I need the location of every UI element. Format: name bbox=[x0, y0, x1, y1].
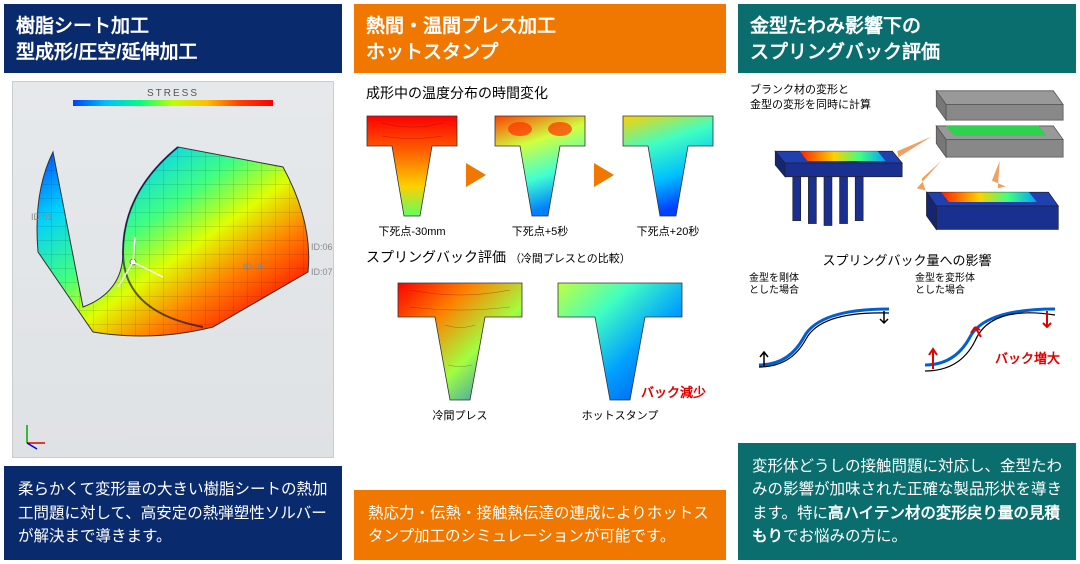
footer-tail: でお悩みの方に。 bbox=[783, 528, 907, 545]
card3-header-line1: 金型たわみ影響下の bbox=[750, 14, 1064, 40]
frame-row: 下死点-30mm 下死点+5秒 bbox=[362, 111, 718, 239]
text-line: 金型を剛体 bbox=[749, 273, 799, 284]
card1-footer: 柔らかくて変形量の大きい樹脂シートの熱加工問題に対して、高安定の熱弾塑性ソルバー… bbox=[4, 466, 342, 560]
s-curve-icon bbox=[749, 297, 899, 377]
card2-footer: 熱応力・伝熱・接触熱伝達の連成によりホットスタンプ加工のシミュレーションが可能で… bbox=[354, 490, 726, 561]
frame-caption: 下死点+20秒 bbox=[618, 223, 718, 239]
card2-header-line1: 熱間・温間プレス加工 bbox=[366, 14, 714, 40]
frame-caption: 下死点+5秒 bbox=[490, 223, 590, 239]
card3-footer: 変形体どうしの接触問題に対応し、金型たわみの影響が加味された正確な製品形状を導き… bbox=[738, 443, 1076, 560]
section1-title: 成形中の温度分布の時間変化 bbox=[362, 81, 718, 105]
card2-header: 熱間・温間プレス加工 ホットスタンプ bbox=[354, 4, 726, 73]
card1-figure: STRESS bbox=[12, 81, 334, 458]
card-die-deflection: 金型たわみ影響下の スプリングバック評価 ブランク材の変形と 金型の変形を同時に… bbox=[738, 4, 1076, 560]
colorbar bbox=[73, 100, 273, 106]
frame-2: 下死点+5秒 bbox=[490, 111, 590, 239]
card-hot-stamp: 熱間・温間プレス加工 ホットスタンプ 成形中の温度分布の時間変化 下死点-30m… bbox=[354, 4, 726, 560]
curve-caption: 金型を剛体 とした場合 bbox=[749, 273, 899, 297]
id-label: ID:07 bbox=[311, 267, 333, 277]
stress-label: STRESS bbox=[147, 88, 199, 99]
section2-title-text: スプリングバック評価 bbox=[366, 249, 506, 265]
compare-caption: ホットスタンプ bbox=[550, 407, 690, 423]
frame-1: 下死点-30mm bbox=[362, 111, 462, 239]
text-line: 金型を変形体 bbox=[915, 273, 975, 284]
axis-gizmo-icon bbox=[19, 421, 49, 451]
card3-header-line2: スプリングバック評価 bbox=[750, 40, 1064, 66]
text-line: とした場合 bbox=[749, 285, 799, 296]
tbracket-icon bbox=[618, 111, 718, 221]
card2-body: 成形中の温度分布の時間変化 下死点-30mm bbox=[354, 73, 726, 489]
card1-header-line2: 型成形/圧空/延伸加工 bbox=[16, 40, 330, 66]
tbracket-icon bbox=[490, 111, 590, 221]
card3-header: 金型たわみ影響下の スプリングバック評価 bbox=[738, 4, 1076, 73]
red-note: バック増大 bbox=[995, 348, 1060, 367]
frame-3: 下死点+20秒 bbox=[618, 111, 718, 239]
compare-cold: 冷間プレス bbox=[390, 275, 530, 423]
id-label: ID:01 bbox=[31, 212, 53, 222]
bent-mesh-icon bbox=[23, 142, 323, 352]
card1-body: STRESS bbox=[4, 73, 342, 466]
card-container: 樹脂シート加工 型成形/圧空/延伸加工 STRESS bbox=[0, 0, 1080, 564]
card2-header-line2: ホットスタンプ bbox=[366, 40, 714, 66]
curve-caption: 金型を変形体 とした場合 bbox=[915, 273, 1065, 297]
arrow-icon bbox=[594, 163, 614, 187]
text-line: とした場合 bbox=[915, 285, 965, 296]
red-note: バック減少 bbox=[641, 382, 706, 401]
compare-row: 冷間プレス ホットスタンプ バック減少 bbox=[362, 275, 718, 423]
card1-header-line1: 樹脂シート加工 bbox=[16, 14, 330, 40]
section2-sub: （冷間プレスとの比較） bbox=[510, 253, 631, 265]
card3-bot-figure: スプリングバック量への影響 金型を剛体 とした場合 bbox=[746, 250, 1068, 365]
exploded-die-icon bbox=[746, 81, 1068, 246]
id-label: ID:05 bbox=[243, 262, 265, 272]
arrow-icon bbox=[466, 163, 486, 187]
bot-title: スプリングバック量への影響 bbox=[746, 250, 1068, 269]
id-label: ID:06 bbox=[311, 242, 333, 252]
card1-header: 樹脂シート加工 型成形/圧空/延伸加工 bbox=[4, 4, 342, 73]
tbracket-icon bbox=[362, 111, 462, 221]
section2-title: スプリングバック評価 （冷間プレスとの比較） bbox=[362, 245, 718, 269]
curve-rigid: 金型を剛体 とした場合 bbox=[749, 273, 899, 377]
card3-body: ブランク材の変形と 金型の変形を同時に計算 bbox=[738, 73, 1076, 443]
card3-top-figure: ブランク材の変形と 金型の変形を同時に計算 bbox=[746, 81, 1068, 246]
tbracket-icon bbox=[390, 275, 530, 405]
compare-caption: 冷間プレス bbox=[390, 407, 530, 423]
card-resin-sheet: 樹脂シート加工 型成形/圧空/延伸加工 STRESS bbox=[4, 4, 342, 560]
frame-caption: 下死点-30mm bbox=[362, 223, 462, 239]
